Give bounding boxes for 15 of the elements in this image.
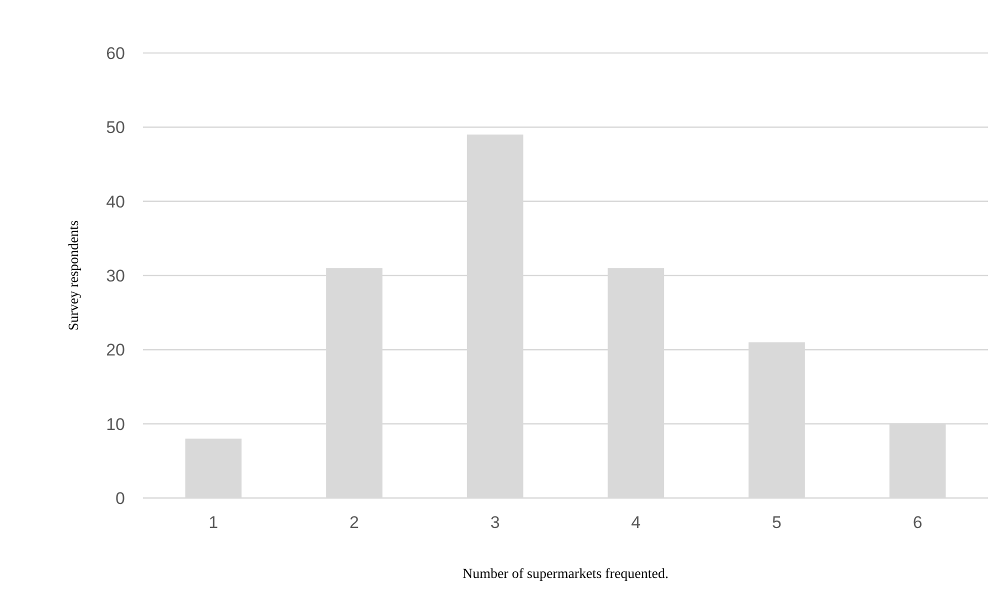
x-tick-label: 6 bbox=[912, 513, 922, 532]
y-tick-label: 20 bbox=[106, 340, 125, 360]
x-tick-label: 2 bbox=[350, 513, 359, 532]
x-tick-label: 1 bbox=[208, 513, 218, 532]
y-axis-title: Survey respondents bbox=[67, 220, 82, 331]
y-tick-label: 30 bbox=[106, 266, 125, 286]
y-tick-label: 60 bbox=[106, 44, 125, 63]
y-tick-label: 0 bbox=[116, 488, 125, 508]
x-tick-label: 4 bbox=[631, 513, 641, 532]
y-tick-label: 40 bbox=[106, 192, 125, 212]
x-axis-title: Number of supermarkets frequented. bbox=[462, 567, 669, 582]
y-tick-label: 10 bbox=[106, 414, 125, 434]
x-tick-label: 5 bbox=[772, 513, 782, 532]
y-tick-label: 50 bbox=[106, 118, 125, 138]
x-tick-label: 3 bbox=[490, 513, 500, 532]
